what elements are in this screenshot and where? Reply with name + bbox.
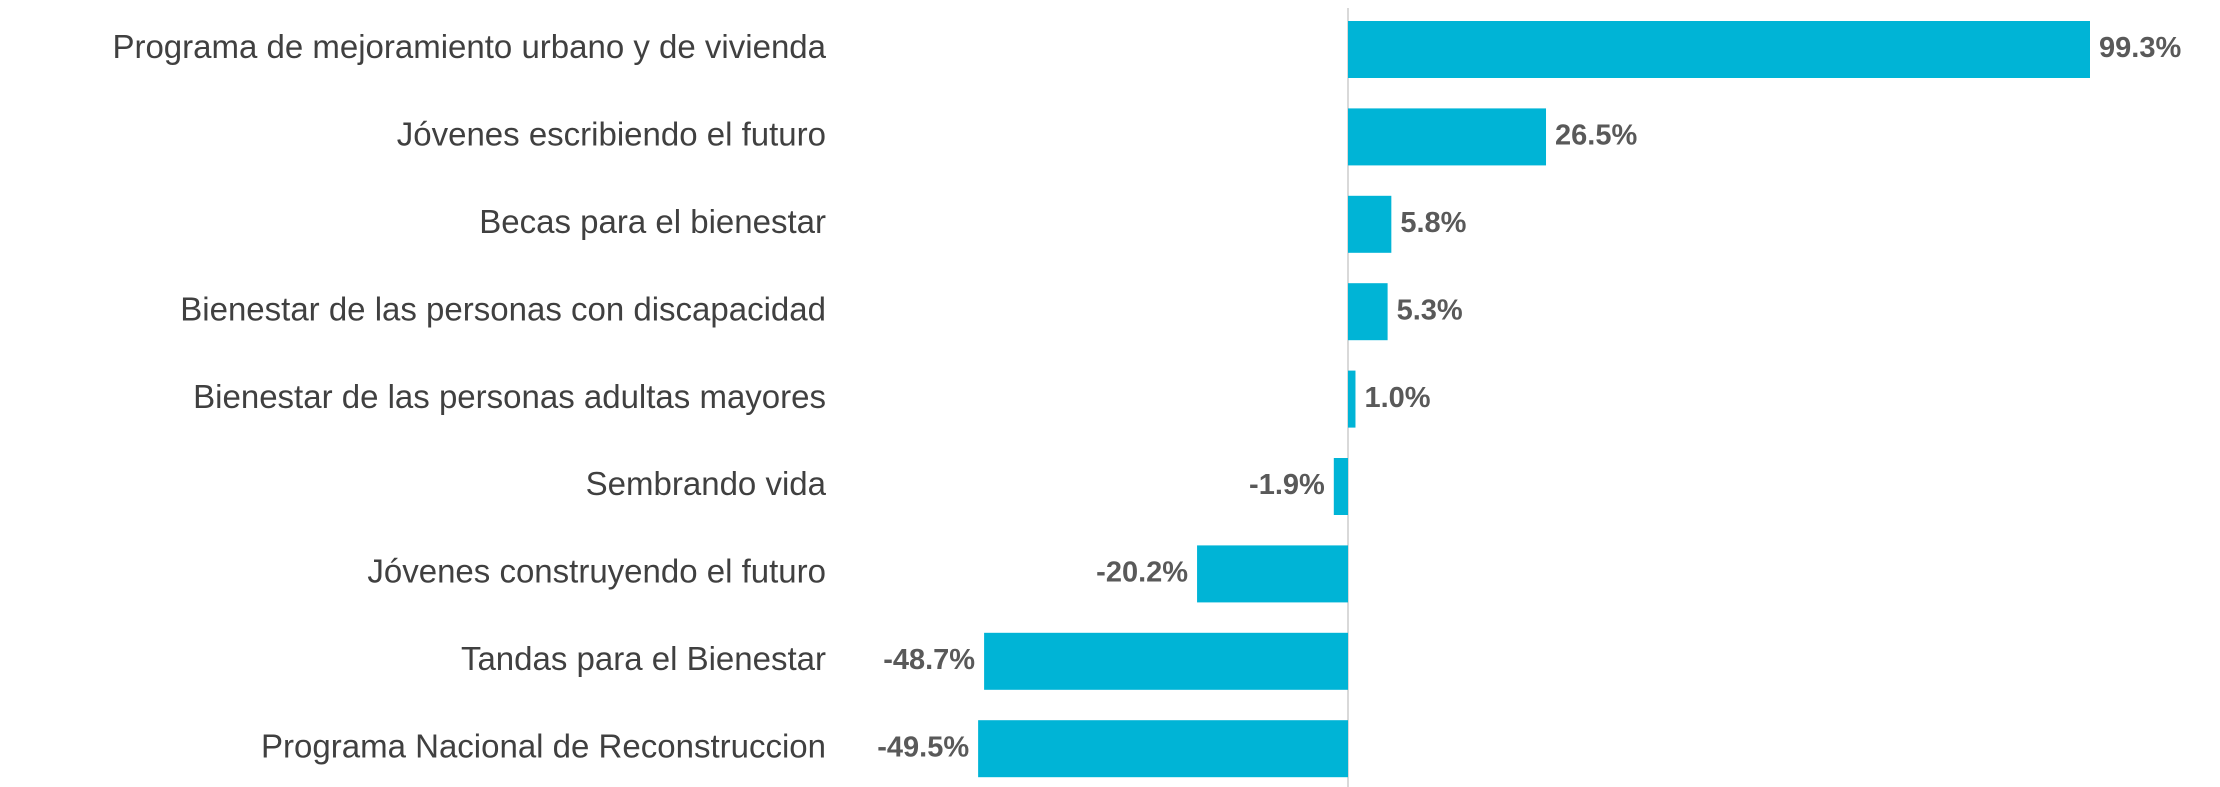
category-label: Bienestar de las personas adultas mayore… (193, 378, 826, 415)
bar (1197, 545, 1348, 603)
bar (1348, 108, 1547, 166)
bar (978, 720, 1348, 778)
value-label: 1.0% (1364, 382, 1430, 414)
bar (1348, 195, 1392, 253)
value-label: -1.9% (1249, 469, 1325, 501)
bar (1348, 283, 1388, 341)
category-label: Programa Nacional de Reconstruccion (261, 727, 826, 764)
category-label: Bienestar de las personas con discapacid… (180, 290, 826, 327)
value-label: 5.8% (1400, 207, 1466, 239)
bar (984, 632, 1348, 690)
category-label: Programa de mejoramiento urbano y de viv… (112, 28, 826, 65)
category-label: Becas para el bienestar (479, 203, 826, 240)
category-label: Sembrando vida (586, 465, 827, 502)
value-label: -49.5% (877, 731, 969, 763)
value-label: 5.3% (1397, 294, 1463, 326)
category-label: Jóvenes construyendo el futuro (367, 553, 826, 590)
value-label: 99.3% (2099, 32, 2181, 64)
value-label: 26.5% (1555, 120, 1637, 152)
category-label: Jóvenes escribiendo el futuro (397, 116, 826, 153)
value-label: -20.2% (1096, 557, 1188, 589)
bar (1348, 21, 2090, 78)
value-label: -48.7% (883, 644, 975, 676)
bar (1348, 370, 1356, 428)
bar (1333, 458, 1348, 515)
category-label: Tandas para el Bienestar (461, 640, 826, 677)
